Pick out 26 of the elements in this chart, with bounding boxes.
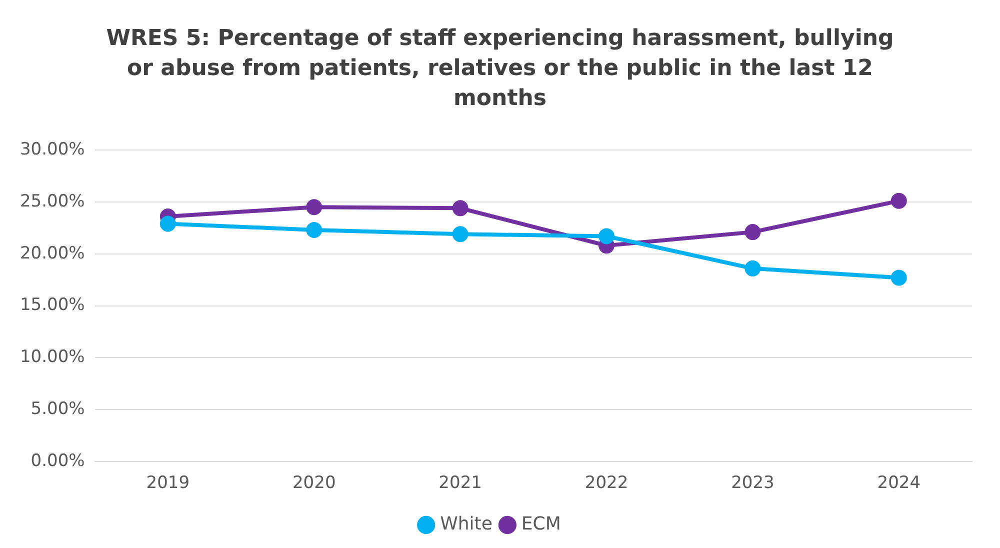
legend-label: White xyxy=(440,514,492,535)
point xyxy=(598,228,615,244)
y-tick-label: 10.00% xyxy=(20,347,85,368)
point xyxy=(452,200,468,216)
y-tick-label: 25.00% xyxy=(20,191,85,212)
point xyxy=(744,224,761,240)
x-tick-label: 2023 xyxy=(731,473,774,494)
x-tick-label: 2020 xyxy=(292,473,336,494)
y-tick-label: 5.00% xyxy=(30,399,85,420)
x-tick-label: 2022 xyxy=(584,473,628,494)
x-tick-label: 2019 xyxy=(146,473,190,494)
y-tick-label: 30.00% xyxy=(20,139,85,160)
chart-title: WRES 5: Percentage of staff experiencing harassment, bullying or abuse from patients, relatives or the public in the last 12 months xyxy=(105,25,895,113)
x-tick-label: 2024 xyxy=(877,473,921,494)
x-tick-label: 2021 xyxy=(438,473,482,494)
legend-label: ECM xyxy=(521,514,561,535)
point xyxy=(306,222,322,238)
point xyxy=(160,216,176,232)
y-tick-label: 20.00% xyxy=(20,243,85,264)
point xyxy=(452,226,468,242)
point xyxy=(890,270,907,286)
point xyxy=(744,260,761,276)
point xyxy=(306,199,322,216)
y-tick-label: 0.00% xyxy=(30,451,85,472)
point xyxy=(890,192,907,209)
y-tick-label: 15.00% xyxy=(20,295,85,316)
